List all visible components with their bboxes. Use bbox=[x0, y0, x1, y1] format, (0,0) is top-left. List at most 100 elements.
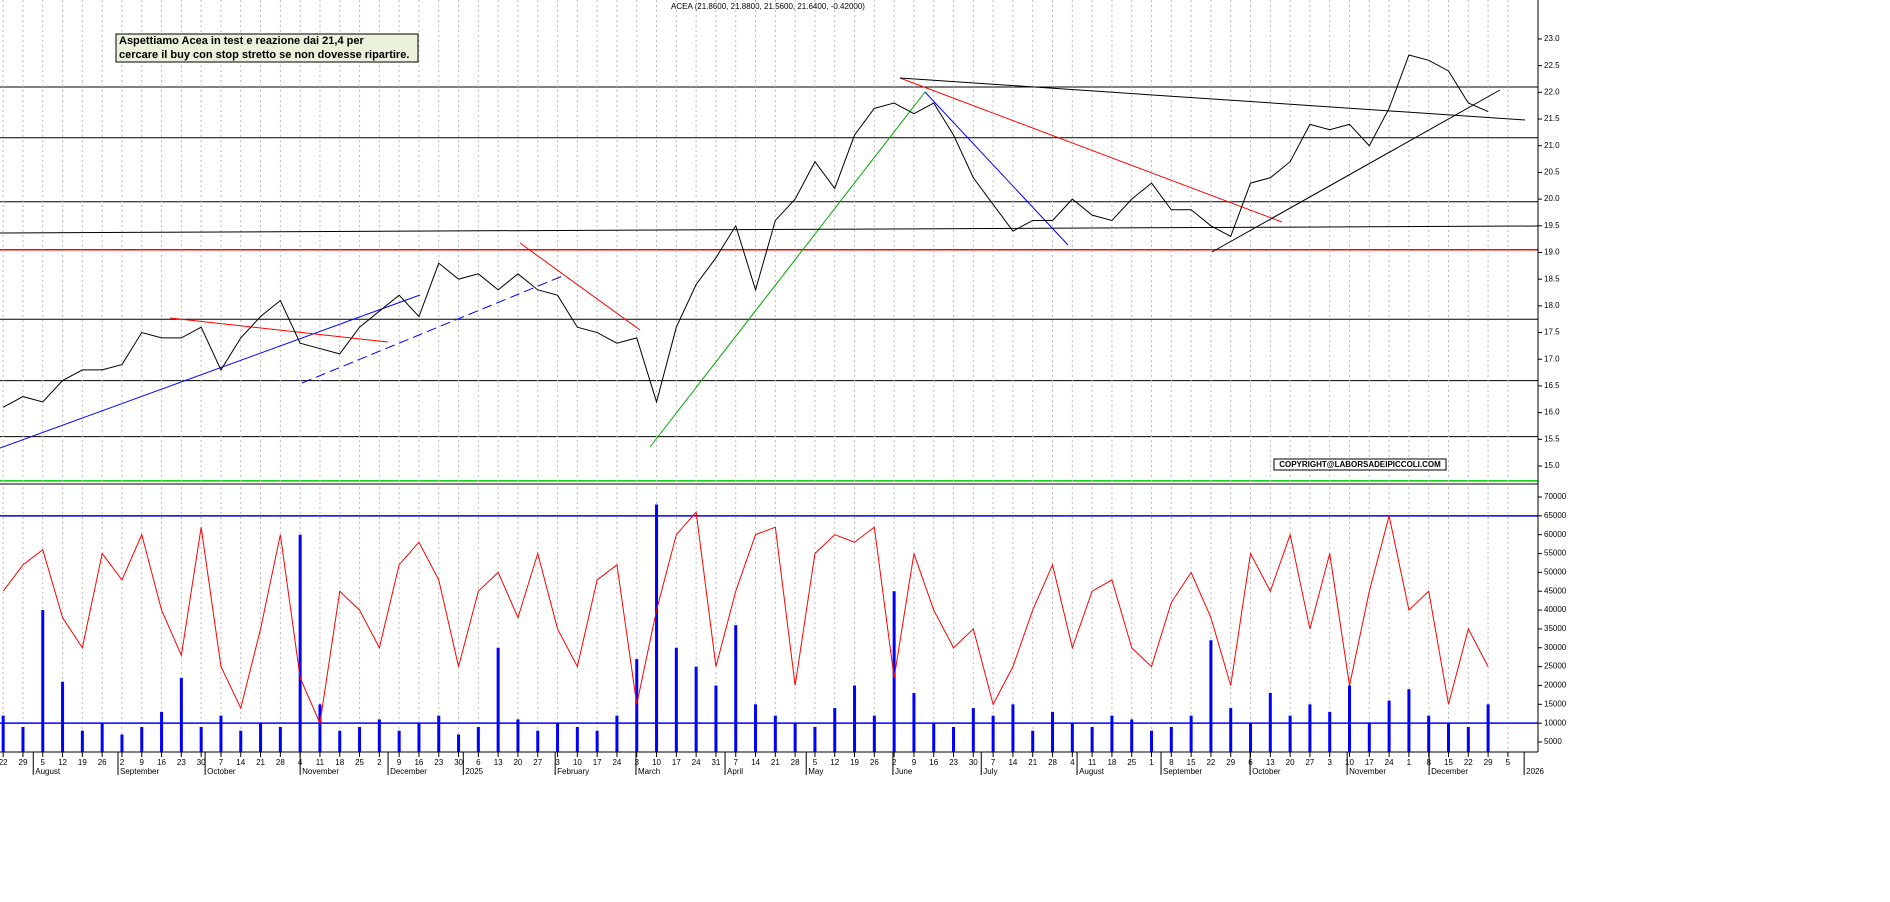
x-tick-label: 14 bbox=[751, 758, 760, 767]
x-tick-label: 18 bbox=[335, 758, 344, 767]
volume-bar bbox=[1070, 723, 1074, 752]
volume-bar bbox=[1051, 711, 1055, 752]
x-tick-label: 5 bbox=[813, 758, 818, 767]
x-tick-label: 22 bbox=[1206, 758, 1215, 767]
y-tick-label: 60000 bbox=[1544, 530, 1567, 539]
y-tick-label: 65000 bbox=[1544, 511, 1567, 520]
volume-bar bbox=[80, 730, 84, 752]
x-tick-label: 31 bbox=[711, 758, 720, 767]
month-label: June bbox=[895, 767, 913, 776]
line-series bbox=[2, 510, 1489, 725]
x-tick-label: 13 bbox=[1266, 758, 1275, 767]
volume-bar bbox=[734, 625, 738, 752]
volume-bar bbox=[278, 726, 282, 752]
month-label: May bbox=[808, 767, 823, 776]
volume-bar bbox=[556, 723, 560, 752]
month-label: December bbox=[390, 767, 427, 776]
volume-bar bbox=[1308, 704, 1312, 752]
volume-bar bbox=[1328, 711, 1332, 752]
x-tick-label: 1 bbox=[1149, 758, 1154, 767]
x-tick-label: 16 bbox=[157, 758, 166, 767]
volume-bar bbox=[1209, 640, 1213, 752]
month-label: October bbox=[1252, 767, 1281, 776]
x-tick-label: 10 bbox=[1345, 758, 1354, 767]
month-label: December bbox=[1431, 767, 1468, 776]
x-tick-label: 13 bbox=[494, 758, 503, 767]
x-tick-label: 30 bbox=[969, 758, 978, 767]
copyright: COPYRIGHT@LABORSADEIPICCOLI.COM bbox=[1279, 460, 1441, 469]
x-tick-label: 3 bbox=[555, 758, 560, 767]
y-tick-label: 45000 bbox=[1544, 586, 1567, 595]
x-tick-label: 30 bbox=[454, 758, 463, 767]
volume-bar bbox=[496, 647, 500, 752]
month-label: October bbox=[207, 767, 236, 776]
x-tick-label: 22 bbox=[1464, 758, 1473, 767]
y-tick-label: 35000 bbox=[1544, 624, 1567, 633]
volume-bar bbox=[694, 666, 698, 752]
volume-bar bbox=[100, 723, 104, 752]
volume-bar bbox=[1130, 719, 1134, 752]
volume-bar bbox=[853, 685, 857, 752]
x-tick-label: 12 bbox=[58, 758, 67, 767]
y-tick-label: 19.5 bbox=[1544, 221, 1560, 230]
x-tick-label: 24 bbox=[612, 758, 621, 767]
x-tick-label: 29 bbox=[19, 758, 28, 767]
x-tick-label: 25 bbox=[1127, 758, 1136, 767]
month-label: July bbox=[983, 767, 997, 776]
volume-bar bbox=[595, 730, 599, 752]
month-label: February bbox=[557, 767, 589, 776]
y-tick-label: 22.0 bbox=[1544, 87, 1560, 96]
month-label: April bbox=[727, 767, 743, 776]
volume-bar bbox=[833, 708, 837, 752]
x-tick-label: 16 bbox=[929, 758, 938, 767]
x-tick-label: 7 bbox=[219, 758, 224, 767]
volume-bar bbox=[1407, 689, 1411, 752]
annotation: cercare il buy con stop stretto se non d… bbox=[119, 49, 409, 61]
x-tick-label: 2 bbox=[377, 758, 382, 767]
month-label: August bbox=[35, 767, 61, 776]
line-series bbox=[2, 54, 1489, 408]
x-tick-label: 15 bbox=[1444, 758, 1453, 767]
x-tick-label: 17 bbox=[1365, 758, 1374, 767]
y-tick-label: 19.0 bbox=[1544, 248, 1560, 257]
volume-bar bbox=[793, 723, 797, 752]
x-tick-label: 23 bbox=[949, 758, 958, 767]
chart-title: ACEA (21.8600, 21.8800, 21.5600, 21.6400… bbox=[671, 2, 865, 11]
x-tick-label: 5 bbox=[1506, 758, 1511, 767]
volume-bar bbox=[813, 726, 817, 752]
y-tick-label: 50000 bbox=[1544, 567, 1567, 576]
x-tick-label: 2 bbox=[892, 758, 897, 767]
x-tick-label: 3 bbox=[1327, 758, 1332, 767]
y-tick-label: 21.0 bbox=[1544, 141, 1560, 150]
month-label: 2026 bbox=[1526, 767, 1544, 776]
x-tick-label: 29 bbox=[1226, 758, 1235, 767]
annotation-box bbox=[115, 33, 419, 63]
y-tick-label: 16.0 bbox=[1544, 408, 1560, 417]
x-tick-label: 27 bbox=[533, 758, 542, 767]
x-tick-label: 6 bbox=[1248, 758, 1253, 767]
volume-bar bbox=[179, 677, 183, 752]
trend-lines bbox=[0, 77, 1539, 449]
x-tick-label: 4 bbox=[1070, 758, 1075, 767]
trend-line bbox=[519, 242, 641, 331]
x-tick-label: 22 bbox=[0, 758, 8, 767]
volume-bar bbox=[1348, 685, 1352, 752]
x-tick-label: 29 bbox=[1484, 758, 1493, 767]
y-tick-label: 55000 bbox=[1544, 549, 1567, 558]
x-tick-label: 25 bbox=[355, 758, 364, 767]
x-tick-label: 9 bbox=[397, 758, 402, 767]
y-tick-label: 21.5 bbox=[1544, 114, 1560, 123]
volume-bar bbox=[1387, 700, 1391, 752]
volume-bar bbox=[1466, 726, 1470, 752]
volume-bar bbox=[1486, 704, 1490, 752]
y-tick-label: 23.0 bbox=[1544, 34, 1560, 43]
volume-bar bbox=[1, 715, 5, 752]
volume-bar bbox=[1150, 730, 1154, 752]
volume-bar bbox=[61, 681, 65, 752]
x-tick-label: 8 bbox=[1169, 758, 1174, 767]
volume-bar bbox=[318, 704, 322, 752]
volume-bar bbox=[358, 726, 362, 752]
x-tick-label: 21 bbox=[256, 758, 265, 767]
y-tick-label: 20000 bbox=[1544, 681, 1567, 690]
volume-bar bbox=[397, 730, 401, 752]
